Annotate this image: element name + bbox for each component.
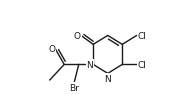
Text: Cl: Cl <box>137 32 146 41</box>
Text: N: N <box>86 60 93 69</box>
Text: N: N <box>104 74 111 83</box>
Text: O: O <box>74 32 81 41</box>
Text: O: O <box>48 45 55 54</box>
Text: Br: Br <box>69 83 79 92</box>
Text: Cl: Cl <box>137 60 146 69</box>
